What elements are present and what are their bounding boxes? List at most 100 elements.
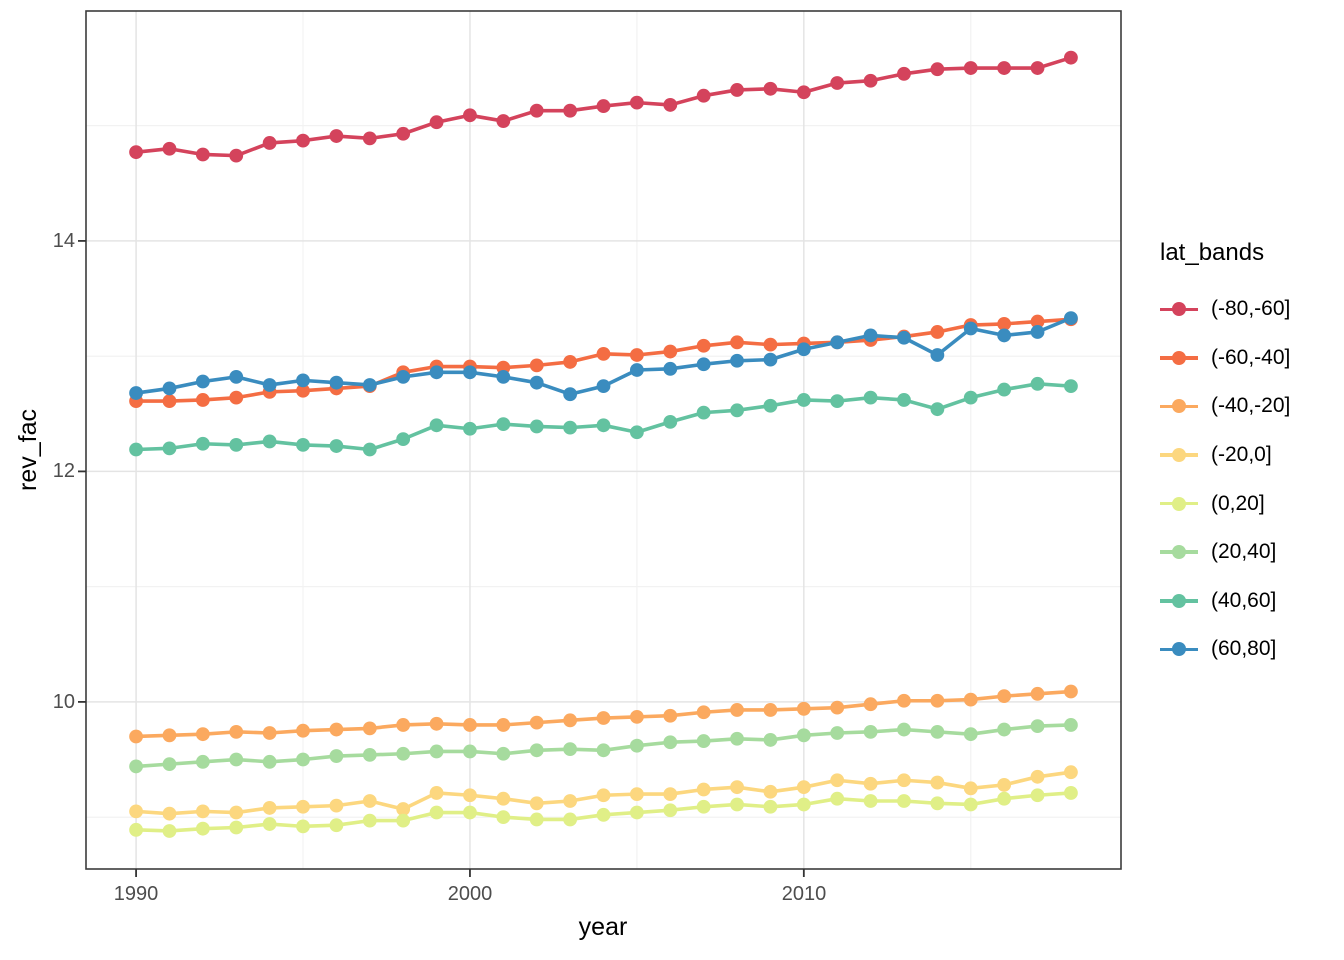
data-point (195, 754, 210, 769)
data-point (396, 746, 411, 761)
data-point (463, 744, 477, 759)
data-point (463, 788, 477, 803)
data-point (529, 419, 544, 434)
data-point (496, 417, 511, 432)
legend-item: (-40,-20] (1160, 382, 1344, 431)
data-point (897, 794, 911, 808)
data-point (796, 780, 811, 795)
legend-item: (-20,0] (1160, 431, 1344, 480)
legend-item: (40,60] (1160, 577, 1344, 626)
data-point (663, 787, 678, 801)
data-point (663, 98, 678, 112)
data-point (730, 797, 744, 812)
data-point (696, 799, 711, 814)
legend-item: (60,80] (1160, 625, 1344, 674)
data-point (563, 355, 578, 369)
data-point (396, 370, 411, 384)
data-point (663, 361, 678, 376)
data-point (963, 692, 978, 707)
data-point (1030, 686, 1045, 701)
data-point (262, 817, 277, 831)
data-point (296, 723, 310, 738)
data-point (362, 442, 377, 457)
data-point (563, 742, 578, 757)
data-point (429, 418, 444, 433)
data-point (863, 794, 878, 808)
data-point (763, 784, 778, 799)
data-point (362, 378, 377, 392)
data-point (629, 95, 644, 110)
data-point (162, 441, 177, 456)
data-point (162, 381, 177, 396)
data-point (930, 693, 945, 708)
data-point (897, 330, 911, 345)
data-point (362, 131, 377, 146)
data-point (563, 103, 578, 118)
legend-title: lat_bands (1160, 239, 1265, 266)
data-point (396, 718, 411, 732)
data-point (796, 85, 811, 100)
data-point (897, 66, 911, 81)
data-point (596, 807, 611, 822)
data-point (663, 735, 678, 750)
data-point (863, 328, 878, 343)
data-point (496, 810, 511, 825)
data-point (329, 818, 344, 833)
data-point (195, 147, 210, 162)
data-point (262, 801, 277, 815)
data-point (162, 824, 177, 838)
data-point (863, 390, 878, 405)
legend-key-icon (1160, 544, 1198, 560)
data-point (262, 136, 277, 150)
data-point (296, 752, 310, 767)
data-point (1064, 718, 1078, 732)
data-point (296, 437, 310, 452)
data-point (429, 365, 444, 380)
data-point (763, 703, 778, 717)
legend-item: (-80,-60] (1160, 285, 1344, 334)
data-point (663, 708, 678, 723)
data-point (629, 709, 644, 724)
data-point (296, 373, 310, 388)
data-point (596, 379, 611, 394)
data-point (463, 108, 477, 123)
data-point (229, 437, 244, 452)
data-point (796, 701, 811, 716)
data-point (596, 788, 611, 803)
data-point (763, 398, 778, 413)
data-point (997, 777, 1012, 792)
legend-key-icon (1160, 641, 1198, 657)
data-point (830, 700, 845, 715)
data-point (563, 713, 578, 728)
data-point (529, 358, 544, 373)
legend-item-label: (0,20] (1211, 491, 1265, 515)
data-point (1030, 376, 1045, 391)
data-point (997, 689, 1012, 704)
legend-item-label: (40,60] (1211, 588, 1277, 612)
data-point (963, 61, 978, 75)
legend-item-label: (60,80] (1211, 637, 1277, 661)
data-point (396, 813, 411, 828)
legend-item-label: (-40,-20] (1211, 394, 1291, 418)
data-point (563, 387, 578, 402)
y-tick-label: 12 (52, 460, 75, 482)
data-point (529, 715, 544, 730)
data-point (763, 81, 778, 96)
data-point (195, 393, 210, 407)
data-point (863, 73, 878, 88)
data-point (663, 803, 678, 818)
legend-item-label: (-20,0] (1211, 443, 1272, 467)
data-point (529, 812, 544, 827)
data-point (429, 115, 444, 130)
data-point (296, 383, 310, 398)
data-point (529, 103, 544, 118)
data-point (195, 374, 210, 389)
data-point (763, 337, 778, 352)
data-point (463, 365, 477, 380)
data-point (1030, 719, 1045, 733)
data-point (663, 414, 678, 429)
legend-key-icon (1160, 398, 1198, 414)
data-point (1064, 765, 1078, 780)
data-point (696, 88, 711, 103)
